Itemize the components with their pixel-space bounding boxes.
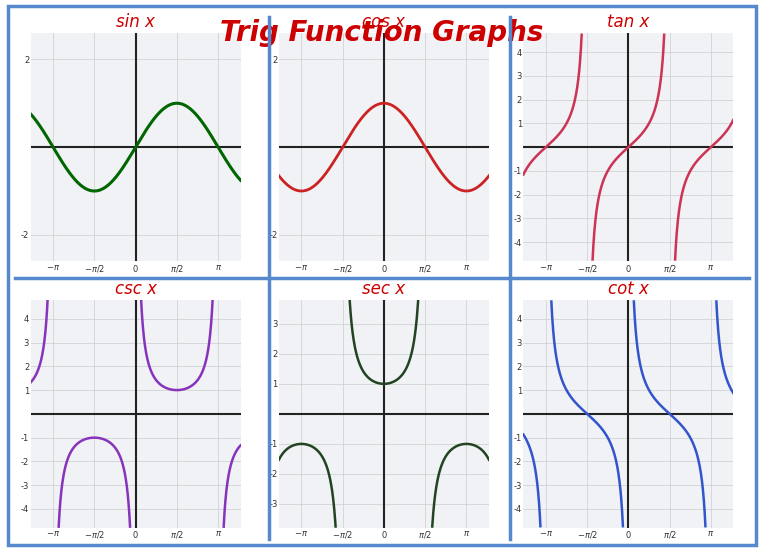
Text: Trig Function Graphs: Trig Function Graphs — [220, 19, 544, 47]
Title: cot x: cot x — [608, 280, 649, 298]
Title: csc x: csc x — [115, 280, 157, 298]
Title: sin x: sin x — [116, 13, 155, 31]
Title: cos x: cos x — [362, 13, 406, 31]
Title: sec x: sec x — [362, 280, 406, 298]
Title: tan x: tan x — [607, 13, 649, 31]
